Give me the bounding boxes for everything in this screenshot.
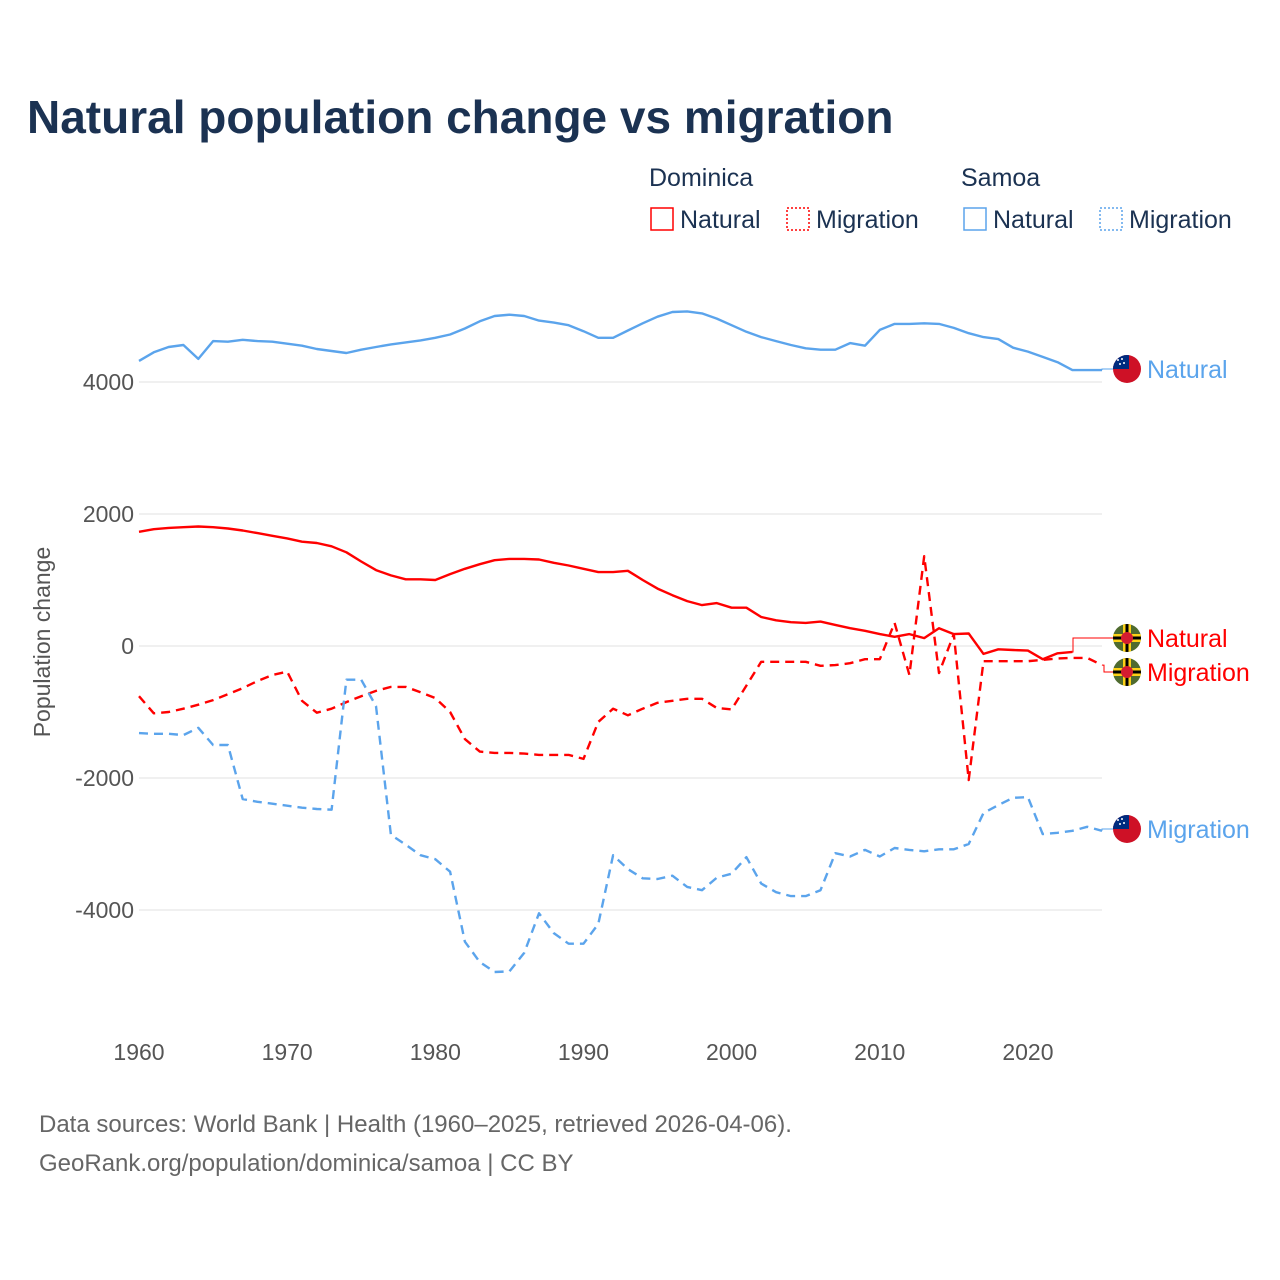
- x-tick-label: 1990: [558, 1039, 609, 1065]
- x-tick-label: 1960: [113, 1039, 164, 1065]
- end-label-connector: [1101, 368, 1113, 371]
- legend-swatch-samoa-migration: [1099, 207, 1123, 231]
- legend-group-samoa: Samoa: [961, 164, 1040, 192]
- x-tick-label: 2000: [706, 1039, 757, 1065]
- y-tick-label: -4000: [75, 897, 134, 923]
- dominica-flag-icon: [1113, 658, 1141, 686]
- legend-label-samoa-natural[interactable]: Natural: [993, 206, 1074, 234]
- end-label-connector: [1101, 828, 1113, 831]
- x-tick-label: 2020: [1002, 1039, 1053, 1065]
- y-tick-label: -2000: [75, 765, 134, 791]
- y-tick-label: 2000: [83, 501, 134, 527]
- series-line-samoa-natural: [138, 310, 1102, 372]
- legend-label-samoa-migration[interactable]: Migration: [1129, 206, 1232, 234]
- end-label-connector: [1102, 664, 1113, 673]
- legend: Dominica Natural Migration Samoa Natural…: [649, 164, 1232, 234]
- y-axis-label: Population change: [29, 547, 55, 738]
- samoa-flag-icon: [1113, 815, 1141, 843]
- x-tick-labels: 1960 1970 1980 1990 2000 2010 2020: [113, 1039, 1053, 1065]
- y-tick-label: 0: [121, 633, 134, 659]
- x-tick-label: 1970: [262, 1039, 313, 1065]
- series-line-samoa-migration: [138, 678, 1103, 974]
- y-tick-labels: 4000 2000 0 -2000 -4000: [75, 369, 134, 923]
- source-url[interactable]: GeoRank.org/population/dominica/samoa | …: [39, 1150, 574, 1177]
- x-tick-label: 2010: [854, 1039, 905, 1065]
- series-lines: [138, 310, 1103, 974]
- legend-label-dominica-migration[interactable]: Migration: [816, 206, 919, 234]
- chart-title: Natural population change vs migration: [27, 91, 893, 143]
- end-label-samoa-migration: Migration: [1147, 816, 1250, 844]
- end-label-samoa-natural: Natural: [1147, 356, 1228, 384]
- end-labels: Natural Natural Migration Migration: [1072, 355, 1250, 844]
- end-label-dominica-natural: Natural: [1147, 625, 1228, 653]
- gridlines: [139, 381, 1102, 911]
- legend-swatch-dominica-natural: [650, 207, 674, 231]
- samoa-flag-icon: [1113, 355, 1141, 383]
- dominica-flag-icon: [1113, 624, 1141, 652]
- y-tick-label: 4000: [83, 369, 134, 395]
- legend-group-dominica: Dominica: [649, 164, 753, 192]
- series-line-dominica-natural: [138, 525, 1073, 661]
- end-label-connector: [1072, 637, 1113, 653]
- legend-swatch-samoa-natural: [963, 207, 987, 231]
- source-note: Data sources: World Bank | Health (1960–…: [39, 1111, 792, 1138]
- x-tick-label: 1980: [410, 1039, 461, 1065]
- end-label-dominica-migration: Migration: [1147, 659, 1250, 687]
- legend-label-dominica-natural[interactable]: Natural: [680, 206, 761, 234]
- series-line-dominica-migration: [138, 555, 1103, 782]
- legend-swatch-dominica-migration: [786, 207, 810, 231]
